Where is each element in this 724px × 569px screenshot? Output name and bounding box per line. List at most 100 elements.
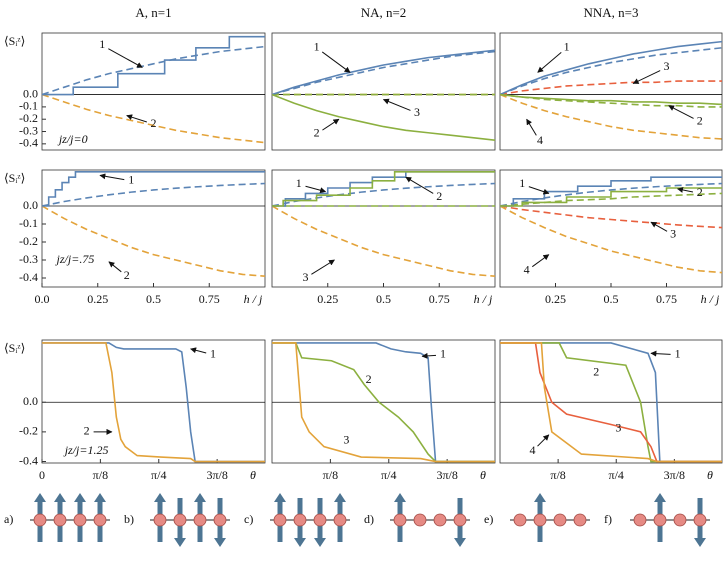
atom <box>653 513 667 527</box>
plot-area <box>500 342 722 463</box>
annotation: 2 <box>697 185 703 199</box>
series-line <box>500 93 722 140</box>
atom <box>433 513 447 527</box>
x-tick-label: π/4 <box>381 468 396 482</box>
annotation-arrow <box>311 259 335 275</box>
annotation: 1 <box>128 173 134 187</box>
annotation: 3 <box>302 270 308 284</box>
annotation: 4 <box>524 263 530 277</box>
y-tick-label: 0.0 <box>23 198 38 212</box>
annotation: 2 <box>314 126 320 140</box>
annotation-arrow <box>677 187 694 193</box>
x-tick-label: 0.5 <box>604 292 619 306</box>
annotation-arrow <box>668 105 694 119</box>
atom <box>93 513 107 527</box>
x-tick-label: π/4 <box>151 468 166 482</box>
diagram-label: c) <box>244 512 253 526</box>
diagram-label: a) <box>4 512 13 526</box>
y-tick-label: -0.2 <box>19 111 38 125</box>
x-tick-label: 0.25 <box>545 292 566 306</box>
series-line <box>500 40 722 96</box>
x-axis-label: h / j <box>474 292 493 306</box>
series-line <box>500 93 722 108</box>
annotation: 1 <box>440 347 446 361</box>
atom <box>673 513 687 527</box>
y-tick-label: -0.1 <box>19 99 38 113</box>
x-tick-label: 3π/8 <box>436 468 457 482</box>
annotation: 3 <box>343 433 349 447</box>
annotation: 1 <box>296 176 302 190</box>
atom <box>193 513 207 527</box>
annotation-arrow <box>650 350 671 357</box>
atom <box>53 513 67 527</box>
y-tick-label: -0.4 <box>19 453 38 467</box>
annotation: 4 <box>537 133 543 147</box>
annotation: jz/j=0 <box>57 132 88 146</box>
annotation: 3 <box>670 227 676 241</box>
annotation-arrow <box>322 118 340 131</box>
x-tick-label: 0 <box>39 468 45 482</box>
plot-area <box>500 176 722 274</box>
y-axis-label: ⟨Sᵢᶻ⟩ <box>4 34 25 48</box>
annotation: 1 <box>564 40 570 54</box>
annotation: 1 <box>519 176 525 190</box>
atom <box>553 513 567 527</box>
annotation-arrow <box>190 347 207 354</box>
series-line <box>42 342 265 463</box>
atom <box>173 513 187 527</box>
series-line <box>272 49 495 96</box>
y-tick-label: -0.3 <box>19 252 38 266</box>
panel-frame <box>41 169 266 288</box>
y-tick-label: 0.0 <box>23 86 38 100</box>
annotation: 3 <box>664 59 670 73</box>
series-line <box>500 205 722 274</box>
series-line <box>500 80 722 96</box>
annotation-arrow <box>531 254 550 268</box>
annotation: 3 <box>414 105 420 119</box>
series-line <box>272 342 495 463</box>
series-line <box>500 93 722 106</box>
y-tick-label: -0.2 <box>19 234 38 248</box>
annotation: 2 <box>593 364 599 378</box>
annotation: jz/j=1.25 <box>63 443 109 457</box>
series-line <box>500 205 722 229</box>
series-line <box>500 342 722 463</box>
series-line <box>272 342 495 463</box>
series-line <box>500 187 722 207</box>
series-line <box>272 171 495 207</box>
annotation: 2 <box>697 113 703 127</box>
panel-frame <box>271 339 496 464</box>
series-line <box>42 171 265 207</box>
plot-area <box>42 35 265 144</box>
y-axis-label: ⟨Sᵢᶻ⟩ <box>4 171 25 185</box>
series-line <box>500 342 722 463</box>
series-line <box>272 342 495 463</box>
annotation: 1 <box>210 347 216 361</box>
panel-frame <box>499 339 723 464</box>
x-tick-label: π/8 <box>323 468 338 482</box>
annotation: 3 <box>615 421 621 435</box>
plot-area <box>272 171 495 277</box>
atom <box>313 513 327 527</box>
x-tick-label: 3π/8 <box>664 468 685 482</box>
annotation-arrow <box>126 114 147 123</box>
plot-area <box>272 49 495 141</box>
annotation: 2 <box>436 189 442 203</box>
annotation-arrow <box>537 434 550 447</box>
atom <box>513 513 527 527</box>
diagram-label: e) <box>484 512 493 526</box>
annotation-arrow <box>382 98 411 111</box>
annotation: 2 <box>124 268 130 282</box>
x-axis-label: h / j <box>701 292 720 306</box>
x-tick-label: 0.5 <box>146 292 161 306</box>
series-line <box>42 205 265 277</box>
y-tick-label: -0.4 <box>19 136 38 150</box>
annotation-arrow <box>632 70 661 84</box>
series-line <box>272 182 495 207</box>
x-tick-label: 0.75 <box>199 292 220 306</box>
x-tick-label: 0.75 <box>656 292 677 306</box>
x-tick-label: 0.25 <box>87 292 108 306</box>
annotation-arrow <box>537 51 562 73</box>
x-axis-label: θ <box>480 468 486 482</box>
